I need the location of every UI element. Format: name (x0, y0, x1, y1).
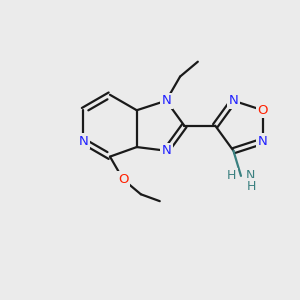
Text: O: O (258, 104, 268, 117)
Text: O: O (118, 173, 128, 186)
Text: N: N (229, 94, 238, 107)
Text: N: N (161, 94, 171, 107)
Text: N: N (245, 169, 255, 182)
Text: N: N (258, 135, 268, 148)
Text: N: N (78, 135, 88, 148)
Text: H: H (247, 180, 256, 193)
Text: N: N (161, 144, 171, 157)
Text: H: H (227, 169, 236, 182)
